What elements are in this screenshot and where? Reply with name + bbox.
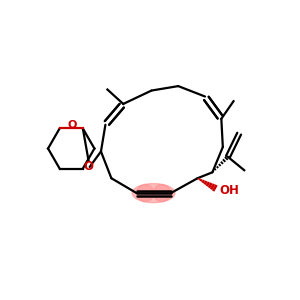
Circle shape (153, 184, 170, 202)
Text: OH: OH (220, 184, 239, 196)
Circle shape (137, 184, 154, 202)
Text: O: O (67, 121, 76, 130)
Ellipse shape (132, 184, 175, 202)
Text: O: O (84, 160, 94, 173)
